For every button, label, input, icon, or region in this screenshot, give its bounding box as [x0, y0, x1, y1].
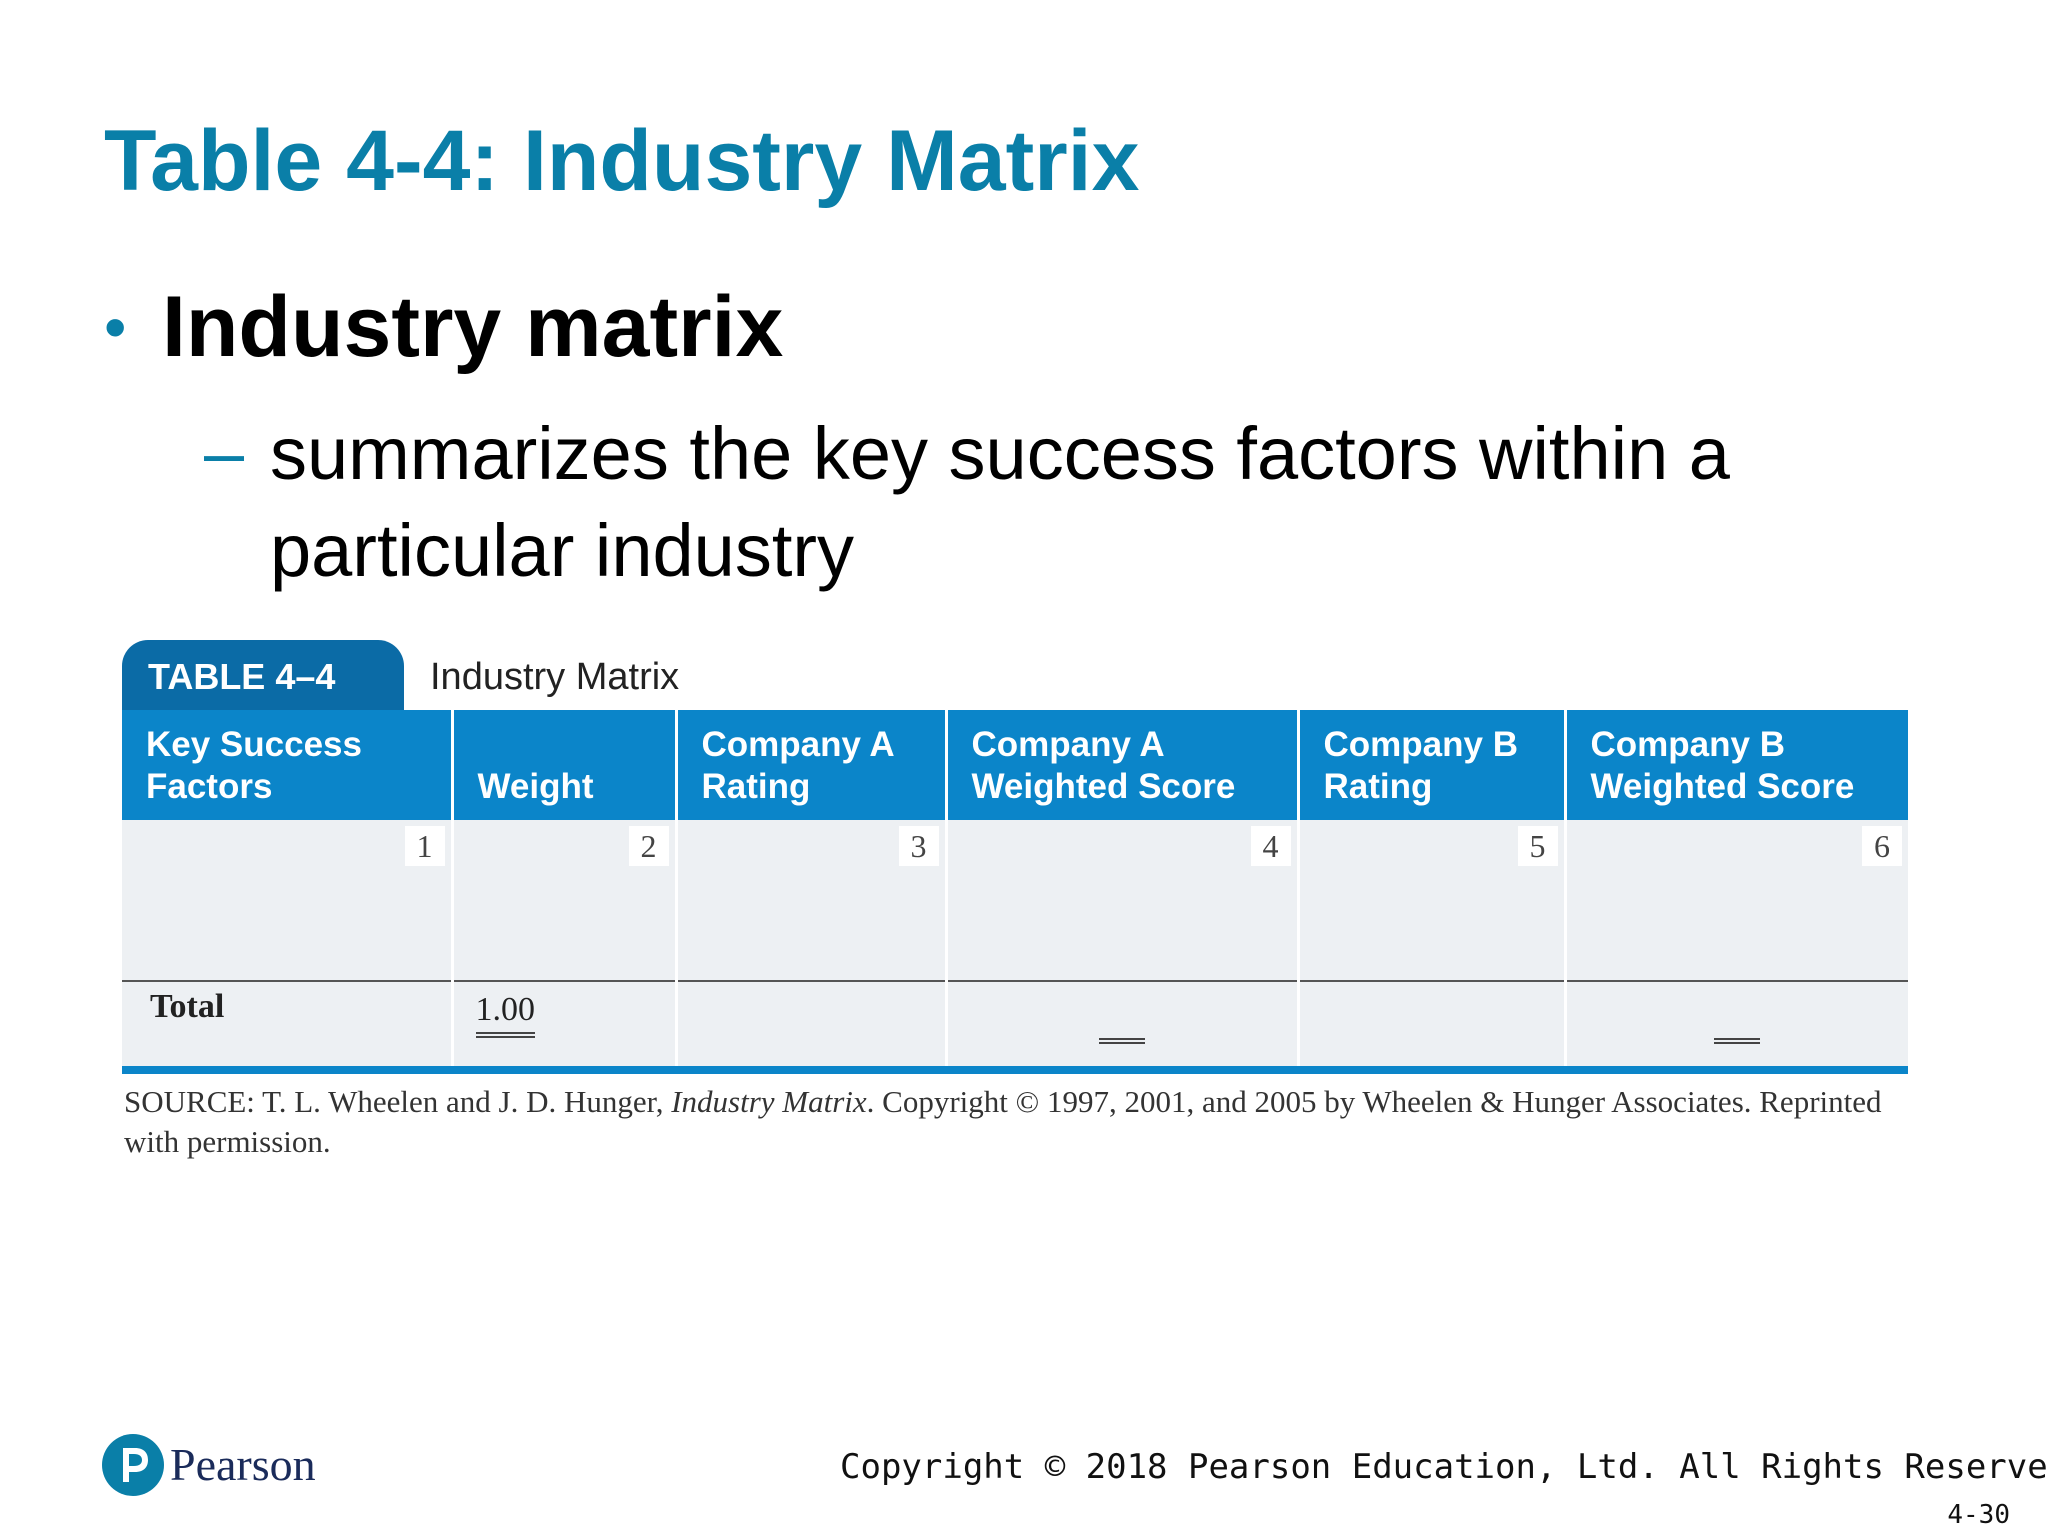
- table-cell: [1563, 980, 1908, 1074]
- source-prefix: SOURCE: T. L. Wheelen and J. D. Hunger,: [124, 1084, 664, 1119]
- bullet-dot-icon: •: [104, 291, 127, 363]
- copyright-notice: Copyright © 2018 Pearson Education, Ltd.…: [840, 1447, 2048, 1487]
- column-number: 6: [1862, 826, 1902, 866]
- header-company-a-rating: Company A Rating: [674, 710, 946, 820]
- header-weight: Weight: [450, 710, 676, 820]
- total-label: Total: [150, 988, 225, 1025]
- table-caption: Industry Matrix: [430, 656, 680, 698]
- table-tab-label: TABLE 4–4: [122, 640, 404, 714]
- header-company-b-rating: Company B Rating: [1296, 710, 1565, 820]
- total-row: Total 1.00: [122, 980, 1908, 1074]
- bullet-item: • Industry matrix: [104, 282, 783, 372]
- pearson-logo-icon: [102, 1434, 164, 1496]
- table-cell: [674, 980, 946, 1074]
- column-number: 1: [404, 826, 445, 866]
- column-number: 5: [1517, 826, 1558, 866]
- table-cell: 6: [1563, 820, 1908, 981]
- header-company-b-weighted-score: Company B Weighted Score: [1563, 710, 1908, 820]
- table-cell: 3: [674, 820, 946, 981]
- table-cell: [1296, 980, 1565, 1074]
- table-header-row: Key Success Factors Weight Company A Rat…: [122, 710, 1908, 820]
- table-cell: 4: [944, 820, 1298, 981]
- source-title: Industry Matrix: [671, 1084, 867, 1119]
- source-suffix: . Copyright © 1997, 2001, and 2005 by Wh…: [124, 1084, 1882, 1159]
- pearson-logo-text: Pearson: [170, 1439, 316, 1490]
- sub-bullet-text: summarizes the key success factors withi…: [270, 412, 1730, 592]
- sub-bullet-dash: –: [204, 413, 245, 493]
- table-cell: 5: [1296, 820, 1565, 981]
- page-number: 4-30: [1947, 1500, 2010, 1530]
- column-number: 3: [898, 826, 939, 866]
- header-company-a-weighted-score: Company A Weighted Score: [944, 710, 1298, 820]
- table-cell: 1: [122, 820, 452, 981]
- table-cell: [944, 980, 1298, 1074]
- table-cell: 1.00: [450, 980, 676, 1074]
- column-number: 2: [628, 826, 669, 866]
- source-note: SOURCE: T. L. Wheelen and J. D. Hunger, …: [124, 1082, 1914, 1162]
- industry-matrix-table: Key Success Factors Weight Company A Rat…: [122, 710, 1908, 1074]
- table-row: 1 2 3 4 5 6: [122, 820, 1908, 981]
- table-cell: Total: [122, 980, 452, 1074]
- table-cell: 2: [450, 820, 676, 981]
- slide-title: Table 4-4: Industry Matrix: [104, 113, 1140, 209]
- total-underline-mark: [1714, 1038, 1761, 1044]
- bullet-text: Industry matrix: [162, 279, 784, 375]
- total-underline-mark: [1099, 1038, 1145, 1044]
- total-weight-value: 1.00: [475, 988, 535, 1038]
- header-key-success-factors: Key Success Factors: [122, 710, 452, 820]
- column-number: 4: [1250, 826, 1291, 866]
